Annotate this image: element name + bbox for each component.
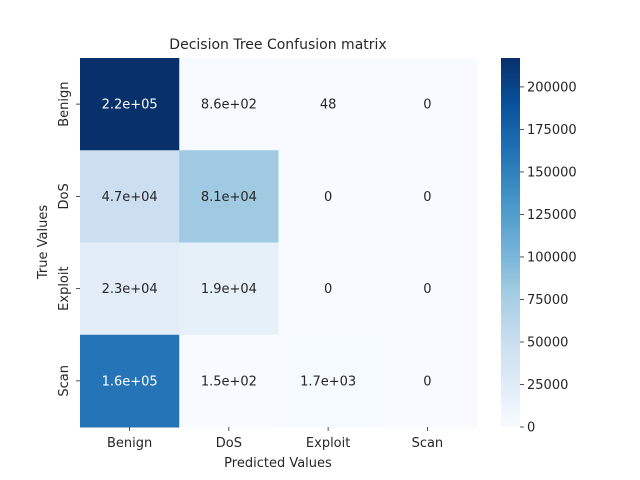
- colorbar-tick-label: 50000: [527, 335, 568, 350]
- y-tick-label: Exploit: [57, 266, 72, 310]
- heatmap-cell: [80, 242, 180, 336]
- heatmap-cell: [179, 58, 279, 151]
- heatmap-cell: [80, 150, 180, 243]
- cell-annotation: 1.5e+02: [201, 374, 257, 389]
- cell-annotation: 1.7e+03: [300, 374, 356, 389]
- x-tick-label: Exploit: [306, 436, 350, 451]
- heatmap-cell: [80, 58, 180, 151]
- colorbar-tick-label: 175000: [527, 123, 577, 138]
- cell-annotation: 0: [423, 282, 431, 297]
- heatmap-cell: [377, 334, 478, 428]
- heatmap-cell: [278, 150, 379, 243]
- cell-annotation: 8.6e+02: [201, 98, 257, 113]
- cell-annotation: 0: [423, 374, 431, 389]
- colorbar-tick-label: 0: [527, 421, 535, 436]
- y-tick-label: Benign: [57, 81, 72, 126]
- y-tick-label: Scan: [57, 365, 72, 397]
- cell-annotations: 2.2e+05 8.6e+02 48 0 4.7e+04 8.1e+04 0 0 2.3e+04…: [102, 98, 432, 390]
- cell-annotation: 2.3e+04: [102, 282, 158, 297]
- heatmap-cell: [278, 58, 379, 151]
- heatmap-cell: [278, 242, 379, 336]
- heatmap-cell: [377, 58, 478, 151]
- y-axis-ticks: Benign DoS Exploit Scan: [57, 81, 80, 397]
- heatmap-cells: [80, 58, 478, 428]
- cell-annotation: 0: [324, 282, 332, 297]
- heatmap-cell: [377, 150, 478, 243]
- heatmap-cell: [377, 242, 478, 336]
- cell-annotation: 2.2e+05: [102, 98, 158, 113]
- cell-annotation: 0: [423, 190, 431, 205]
- heatmap-cell: [278, 334, 379, 428]
- x-tick-label: DoS: [216, 436, 242, 451]
- heatmap-cell: [179, 150, 279, 243]
- cell-annotation: 0: [423, 98, 431, 113]
- colorbar: [501, 58, 520, 427]
- chart-title: Decision Tree Confusion matrix: [169, 37, 386, 53]
- colorbar-tick-label: 75000: [527, 293, 568, 308]
- colorbar-tick-label: 200000: [527, 80, 577, 95]
- cell-annotation: 1.9e+04: [201, 282, 257, 297]
- x-tick-label: Benign: [107, 436, 152, 451]
- colorbar-tick-label: 125000: [527, 208, 577, 223]
- cell-annotation: 4.7e+04: [102, 190, 158, 205]
- cell-annotation: 1.6e+05: [102, 374, 158, 389]
- x-axis-label: Predicted Values: [224, 456, 332, 471]
- colorbar-ticks: 0 25000 50000 75000 100000 125000 150000 175000…: [520, 80, 577, 436]
- cell-annotation: 48: [320, 98, 337, 113]
- heatmap-cell: [179, 334, 279, 428]
- colorbar-tick-label: 100000: [527, 250, 577, 265]
- cell-annotation: 8.1e+04: [201, 190, 257, 205]
- colorbar-tick-label: 25000: [527, 378, 568, 393]
- y-tick-label: DoS: [57, 183, 72, 209]
- cell-annotation: 0: [324, 190, 332, 205]
- heatmap-cell: [80, 334, 180, 428]
- y-axis-label: True Values: [36, 205, 51, 280]
- heatmap-cell: [179, 242, 279, 336]
- x-tick-label: Scan: [412, 436, 444, 451]
- x-axis-ticks: Benign DoS Exploit Scan: [107, 427, 443, 451]
- colorbar-tick-label: 150000: [527, 165, 577, 180]
